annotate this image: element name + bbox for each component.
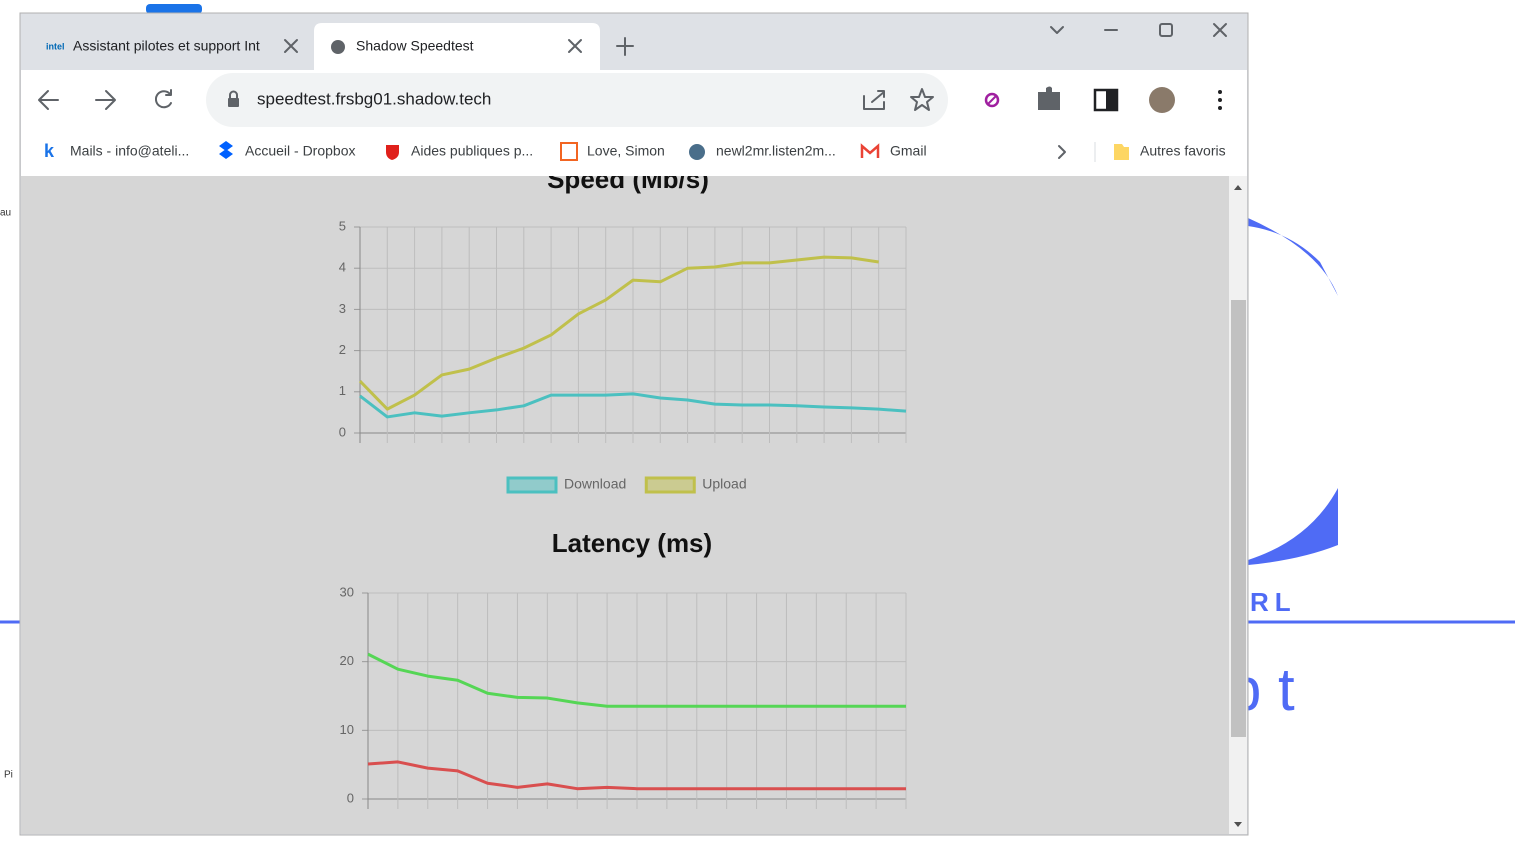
bookmark-icon <box>386 145 399 160</box>
bookmark[interactable]: Mails - info@ateli... <box>70 143 189 159</box>
y-tick-label: 30 <box>340 584 354 599</box>
legend-label: Upload <box>702 476 746 492</box>
extension-icon <box>986 94 998 106</box>
tab-close[interactable] <box>284 39 298 53</box>
side-panel <box>1106 90 1117 110</box>
reload[interactable] <box>154 89 172 109</box>
url[interactable]: speedtest.frsbg01.shadow.tech <box>257 89 491 108</box>
chart-title: Latency (ms) <box>552 528 712 558</box>
legend-swatch <box>644 476 696 494</box>
scrollbar-thumb[interactable] <box>1231 300 1246 737</box>
y-tick-label: 1 <box>339 383 346 398</box>
y-tick-label: 20 <box>340 653 354 668</box>
bookmark-icon: k <box>44 141 55 161</box>
new-tab[interactable] <box>616 37 634 56</box>
legend-label: Download <box>564 476 626 492</box>
desktop-icon <box>146 4 202 14</box>
y-tick-label: 2 <box>339 342 346 357</box>
menu <box>1218 98 1222 102</box>
y-tick-label: 3 <box>339 301 346 316</box>
y-tick-label: 0 <box>347 790 354 805</box>
legend-swatch <box>506 476 558 494</box>
share[interactable] <box>863 90 885 110</box>
extension-icon[interactable] <box>984 92 1000 108</box>
maximize[interactable] <box>1159 23 1173 37</box>
charts: Speed (Mb/s) 0 1 2 3 4 5 Download Upload Latency … <box>339 164 907 809</box>
desktop-shape <box>1248 488 1338 565</box>
bookmark-icon <box>689 144 705 160</box>
menu <box>1218 106 1222 110</box>
extensions[interactable] <box>1038 86 1060 111</box>
y-tick-label: 5 <box>339 218 346 233</box>
desktop-text: au <box>0 208 11 219</box>
close-window[interactable] <box>1213 23 1227 37</box>
data-line <box>367 652 906 708</box>
lock-icon <box>228 98 239 107</box>
desktop-text: Pi <box>4 770 13 781</box>
back[interactable] <box>38 90 59 110</box>
tab-title[interactable]: Shadow Speedtest <box>356 38 474 54</box>
tab-icon: intel <box>46 41 65 51</box>
desktop-text: RL <box>1250 587 1297 617</box>
bookmark-icon <box>219 141 233 159</box>
bookmark[interactable]: Love, Simon <box>587 143 665 159</box>
lock-icon <box>229 90 238 99</box>
omnibox[interactable] <box>206 73 948 127</box>
bookmark[interactable]: Gmail <box>890 143 927 159</box>
folder-icon <box>1114 144 1129 160</box>
chart-title: Speed (Mb/s) <box>547 164 709 194</box>
desktop-shape <box>1248 218 1338 296</box>
active-tab[interactable] <box>314 23 600 70</box>
tab-search[interactable] <box>1050 26 1064 34</box>
data-line <box>359 392 907 419</box>
bookmark[interactable]: Aides publiques p... <box>411 143 533 159</box>
bookmark-icon <box>860 143 880 158</box>
bookmark-icon <box>560 142 578 161</box>
bookmark-star[interactable] <box>910 88 934 111</box>
more-bookmarks[interactable] <box>1058 145 1066 159</box>
forward[interactable] <box>95 90 116 110</box>
bookmark[interactable]: Accueil - Dropbox <box>245 143 356 159</box>
tab-fade <box>262 30 282 64</box>
data-line <box>358 255 879 411</box>
tab-title[interactable]: Assistant pilotes et support Int <box>73 38 260 54</box>
bookmark[interactable]: newl2mr.listen2m... <box>716 143 836 159</box>
tab-close[interactable] <box>568 39 582 53</box>
menu[interactable] <box>1218 90 1222 94</box>
tab-icon <box>331 40 345 54</box>
data-line <box>367 760 906 791</box>
profile-avatar[interactable] <box>1149 87 1175 113</box>
y-tick-label: 0 <box>339 424 346 439</box>
page-content <box>21 176 1229 834</box>
y-tick-label: 4 <box>339 260 346 275</box>
bookmark[interactable]: Autres favoris <box>1140 143 1226 159</box>
y-tick-label: 10 <box>340 722 354 737</box>
